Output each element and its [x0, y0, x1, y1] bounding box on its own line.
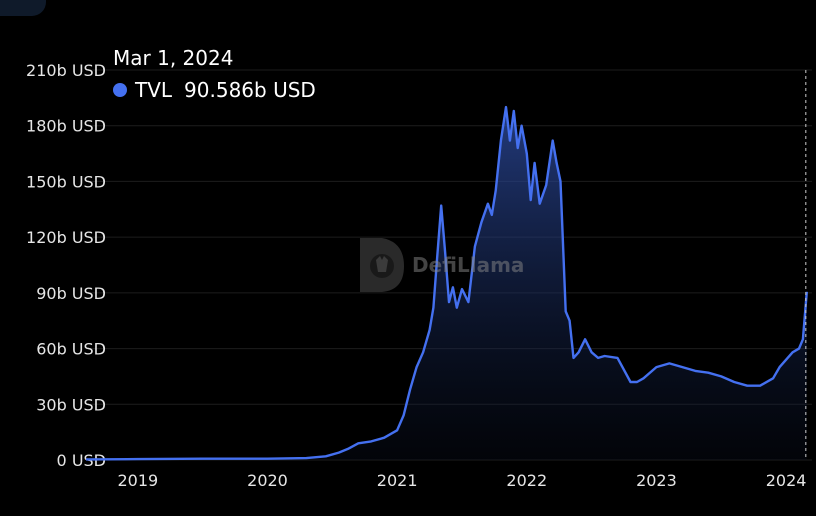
y-tick-label: 210b USD	[26, 61, 106, 80]
y-tick-label: 30b USD	[36, 395, 106, 414]
x-tick-label: 2021	[377, 471, 418, 490]
x-tick-label: 2022	[506, 471, 547, 490]
x-tick-label: 2020	[247, 471, 288, 490]
y-tick-label: 60b USD	[36, 340, 106, 359]
y-axis-ticks: 0 USD 30b USD 60b USD 90b USD 120b USD 150b U…	[26, 61, 106, 470]
tooltip-row: TVL 90.586b USD	[113, 78, 316, 102]
y-tick-label: 0 USD	[57, 451, 106, 470]
series-dot-icon	[113, 83, 127, 97]
corner-tab	[0, 0, 46, 16]
x-axis-ticks: 2019 2020 2021 2022 2023 2024	[117, 471, 806, 490]
y-tick-label: 180b USD	[26, 117, 106, 136]
tooltip-date: Mar 1, 2024	[113, 46, 234, 70]
tooltip-series-name: TVL	[135, 78, 173, 102]
tooltip-value: 90.586b USD	[184, 78, 316, 102]
x-tick-label: 2023	[636, 471, 677, 490]
watermark-text: DefiLlama	[412, 253, 525, 277]
tvl-line	[85, 105, 808, 461]
llama-logo-icon	[360, 238, 404, 292]
y-tick-label: 150b USD	[26, 172, 106, 191]
x-tick-label: 2019	[117, 471, 158, 490]
watermark: DefiLlama	[356, 236, 524, 294]
y-tick-label: 120b USD	[26, 228, 106, 247]
y-tick-label: 90b USD	[36, 284, 106, 303]
x-tick-label: 2024	[766, 471, 807, 490]
